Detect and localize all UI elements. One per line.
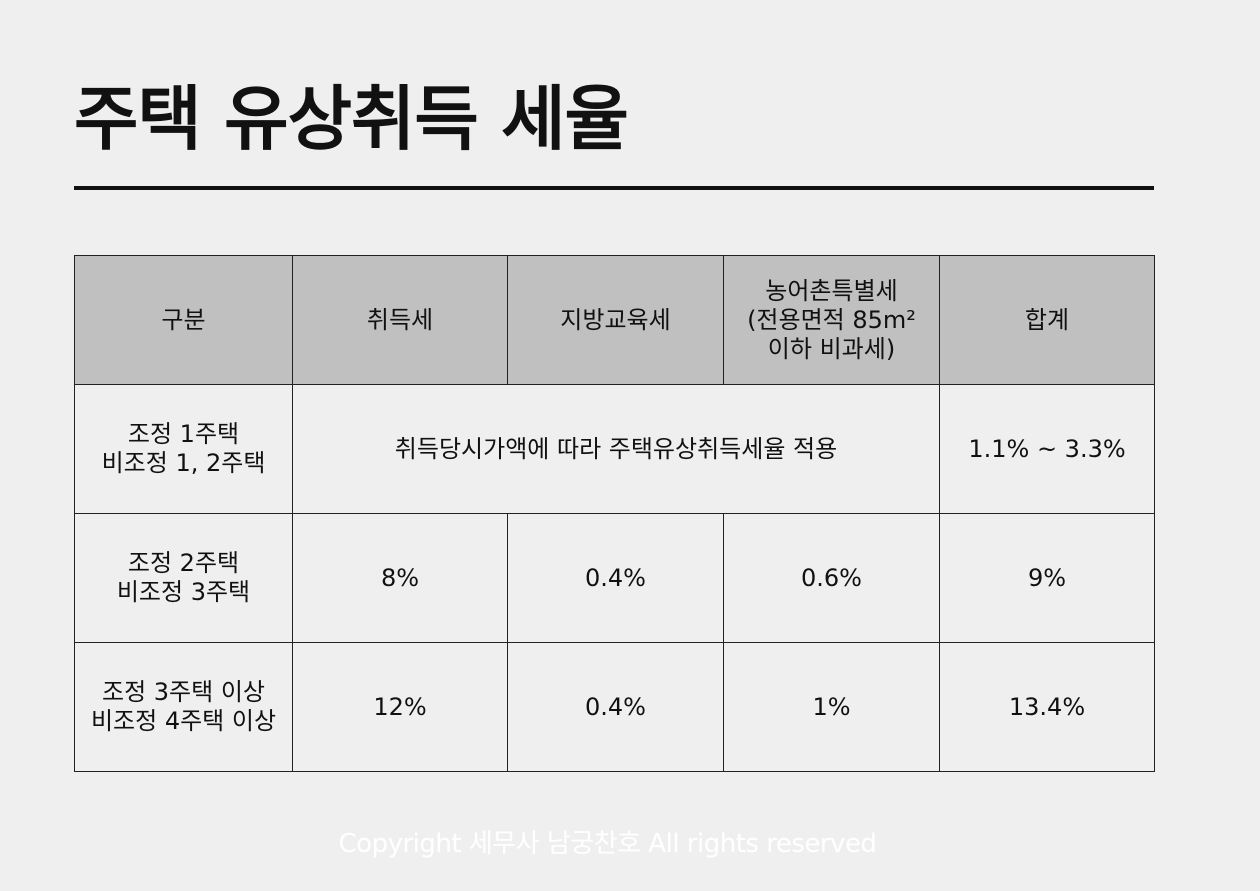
header-row: 구분 취득세 지방교육세 농어촌특별세 (전용면적 85m² 이하 비과세) 합… xyxy=(74,255,1155,385)
header-acquisition-tax: 취득세 xyxy=(292,255,508,385)
header-rural-line-2: (전용면적 85m² xyxy=(747,305,916,334)
row-category-line-2: 비조정 4주택 이상 xyxy=(90,707,277,735)
row-rural-special-tax: 1% xyxy=(723,642,940,772)
row-acquisition-tax: 8% xyxy=(292,513,508,643)
row-category-cell: 조정 3주택 이상 비조정 4주택 이상 xyxy=(74,642,293,772)
header-local-education-tax: 지방교육세 xyxy=(507,255,724,385)
header-rural-line-1: 농어촌특별세 xyxy=(765,276,898,305)
table-row: 조정 3주택 이상 비조정 4주택 이상 12% 0.4% 1% 13.4% xyxy=(74,642,1155,772)
row-category-cell: 조정 2주택 비조정 3주택 xyxy=(74,513,293,643)
row-local-education-tax: 0.4% xyxy=(507,513,724,643)
header-category: 구분 xyxy=(74,255,293,385)
row-total: 13.4% xyxy=(939,642,1155,772)
row-total: 9% xyxy=(939,513,1155,643)
row-acquisition-tax: 12% xyxy=(292,642,508,772)
row-local-education-tax: 0.4% xyxy=(507,642,724,772)
row-category-line-2: 비조정 3주택 xyxy=(116,578,251,606)
header-rural-line-3: 이하 비과세) xyxy=(767,334,896,363)
row-category-line-1: 조정 1주택 xyxy=(127,420,240,448)
row-category-cell: 조정 1주택 비조정 1, 2주택 xyxy=(74,384,293,514)
copyright-notice: Copyright 세무사 남궁찬호 All rights reserved xyxy=(338,829,877,859)
header-total: 합계 xyxy=(939,255,1155,385)
row-rural-special-tax: 0.6% xyxy=(723,513,940,643)
row-category-line-1: 조정 3주택 이상 xyxy=(101,678,265,706)
row-category-line-1: 조정 2주택 xyxy=(127,549,240,577)
merged-rate-note: 취득당시가액에 따라 주택유상취득세율 적용 xyxy=(292,384,940,514)
title-underline xyxy=(74,186,1154,190)
table-row: 조정 1주택 비조정 1, 2주택 취득당시가액에 따라 주택유상취득세율 적용… xyxy=(74,384,1155,514)
tax-rate-table: 구분 취득세 지방교육세 농어촌특별세 (전용면적 85m² 이하 비과세) 합… xyxy=(74,255,1155,772)
row-total: 1.1% ~ 3.3% xyxy=(939,384,1155,514)
table-row: 조정 2주택 비조정 3주택 8% 0.4% 0.6% 9% xyxy=(74,513,1155,643)
header-rural-special-tax: 농어촌특별세 (전용면적 85m² 이하 비과세) xyxy=(723,255,940,385)
page-title: 주택 유상취득 세율 xyxy=(74,78,629,160)
row-category-line-2: 비조정 1, 2주택 xyxy=(101,449,266,477)
